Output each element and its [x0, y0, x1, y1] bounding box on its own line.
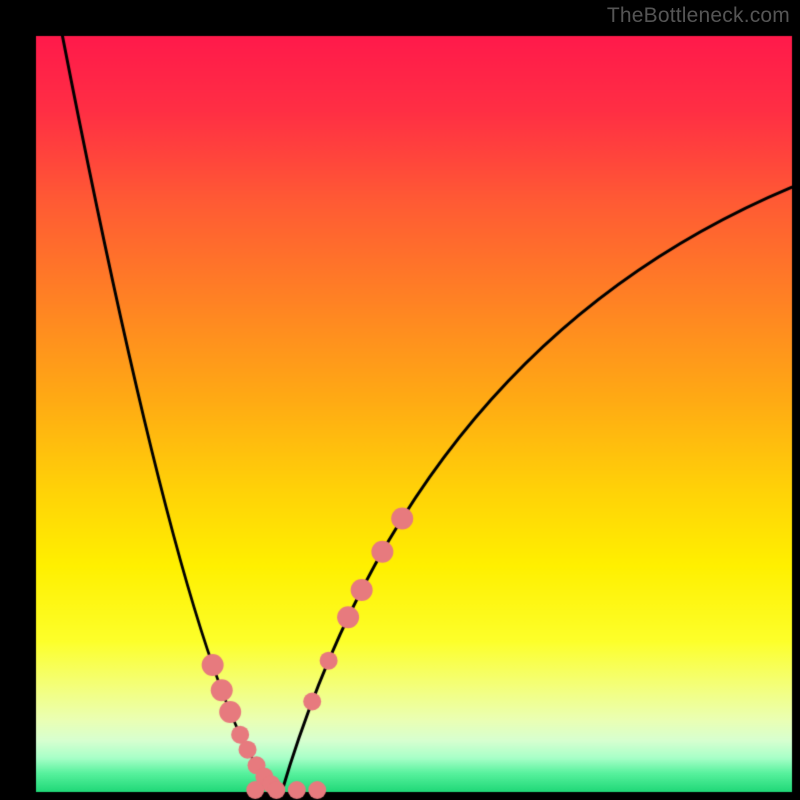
bottleneck-chart: [0, 0, 800, 800]
chart-stage: TheBottleneck.com: [0, 0, 800, 800]
